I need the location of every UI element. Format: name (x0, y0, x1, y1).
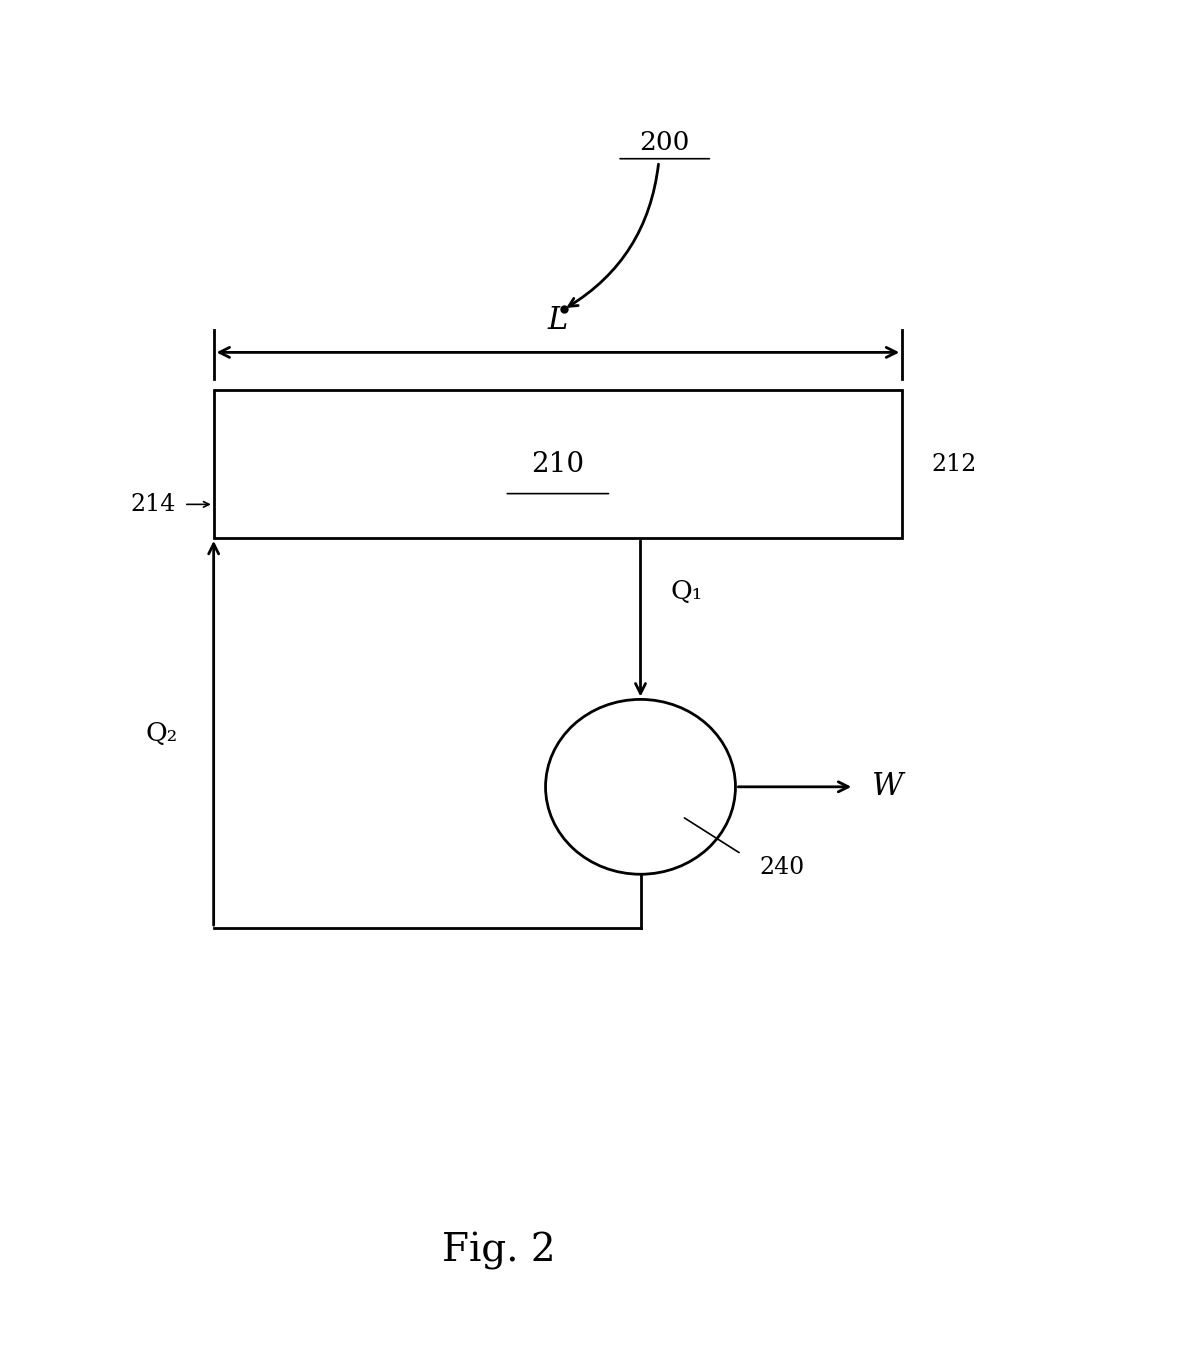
Text: L: L (547, 305, 569, 336)
Ellipse shape (546, 699, 736, 874)
Text: 240: 240 (760, 855, 805, 880)
Text: Q₁: Q₁ (671, 580, 703, 604)
Text: 210: 210 (532, 451, 584, 477)
Text: Q₂: Q₂ (146, 721, 178, 745)
Text: W: W (872, 771, 903, 803)
Text: 212: 212 (932, 452, 977, 476)
Bar (214, 390, 902, 538)
Text: Fig. 2: Fig. 2 (442, 1232, 556, 1270)
Text: 214: 214 (131, 492, 176, 516)
Text: 200: 200 (640, 129, 690, 155)
